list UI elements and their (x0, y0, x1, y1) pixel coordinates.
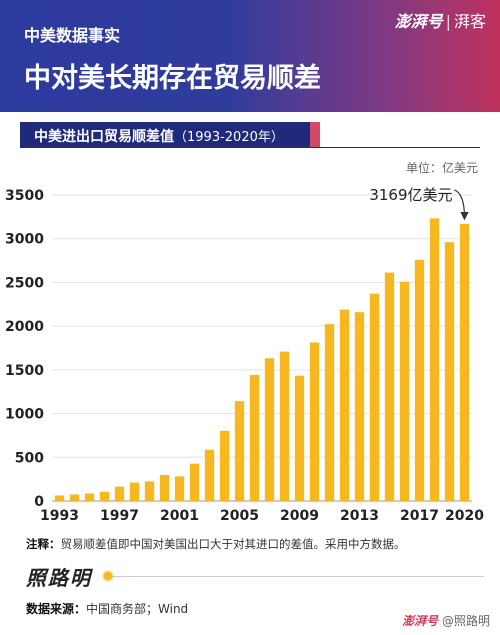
signature-row: 照路明 (26, 562, 486, 590)
brand-logo: 澎湃号 | 湃客 (395, 8, 486, 32)
bar-1996 (99, 491, 110, 501)
bar-2012 (339, 309, 350, 501)
bar-2002 (189, 463, 200, 501)
annotation: 3169亿美元 (369, 186, 469, 221)
brand-separator: | (445, 12, 451, 31)
header-banner: 中美数据事实 中对美长期存在贸易顺差 澎湃号 | 湃客 (0, 0, 500, 112)
y-tick-label: 2000 (5, 319, 44, 335)
bar-2004 (219, 430, 230, 501)
source-label: 数据来源： (26, 602, 87, 616)
bar-2017 (414, 259, 425, 501)
bar-2005 (234, 401, 245, 501)
bar-2014 (369, 293, 380, 501)
watermark: 澎湃号 @照路明 (402, 612, 490, 629)
chart-subtitle-bar: 中美进出口贸易顺差值（1993-2020年） (20, 122, 320, 148)
annotation-label: 3169亿美元 (369, 186, 452, 204)
x-tick-label: 2013 (340, 508, 379, 524)
bars (54, 218, 470, 502)
y-tick-label: 1000 (5, 407, 44, 423)
bar-2010 (309, 342, 320, 501)
kicker: 中美数据事实 (24, 26, 121, 45)
x-tick-label: 2020 (445, 508, 484, 524)
bar-2009 (294, 375, 305, 501)
annotation-arrow (454, 189, 469, 221)
chart-subtitle: 中美进出口贸易顺差值（1993-2020年） (34, 126, 284, 146)
bar-2008 (279, 351, 290, 501)
x-tick-label: 2005 (220, 508, 259, 524)
y-tick-label: 500 (15, 450, 44, 466)
bar-1998 (129, 482, 140, 501)
data-source: 数据来源：中国商务部；Wind (26, 600, 188, 617)
chart-subtitle-main: 中美进出口贸易顺差值 (34, 129, 174, 145)
x-tick-label: 2009 (280, 508, 319, 524)
y-tick-label: 3500 (5, 188, 44, 204)
y-tick-label: 2500 (5, 275, 44, 291)
subtitle-underline (20, 147, 480, 148)
bar-2006 (249, 374, 260, 501)
bar-2020 (459, 223, 470, 502)
bar-2018 (429, 218, 440, 501)
bar-2015 (384, 272, 395, 501)
x-tick-label: 2017 (400, 508, 439, 524)
footnote-text: 贸易顺差值即中国对美国出口大于对其进口的差值。采用中方数据。 (60, 537, 406, 551)
y-tick-label: 1500 (5, 363, 44, 379)
x-tick-label: 1993 (40, 508, 79, 524)
watermark-brand: 澎湃号 (402, 614, 439, 628)
signature-line (104, 576, 484, 577)
chart-subtitle-range: （1993-2020年） (174, 130, 284, 145)
y-axis: 0 500 1000 1500 2000 2500 3000 3500 (5, 188, 44, 510)
x-tick-label: 1997 (100, 508, 139, 524)
y-tick-label: 0 (34, 494, 44, 510)
brand-sub: 湃客 (453, 12, 486, 31)
bar-1997 (114, 486, 125, 501)
signature: 照路明 (26, 566, 92, 590)
bar-2019 (444, 242, 455, 501)
bar-2001 (174, 476, 185, 501)
headline: 中对美长期存在贸易顺差 (24, 63, 321, 94)
bar-2007 (264, 358, 275, 501)
bar-2000 (159, 474, 170, 501)
footnote: 注释：贸易顺差值即中国对美国出口大于对其进口的差值。采用中方数据。 (26, 536, 486, 552)
footnote-label: 注释： (26, 537, 61, 551)
bar-1995 (84, 493, 95, 501)
watermark-author: @照路明 (441, 614, 490, 628)
unit-label: 单位：亿美元 (405, 161, 478, 175)
x-tick-label: 2001 (160, 508, 199, 524)
bar-1999 (144, 481, 155, 501)
bar-2011 (324, 324, 335, 501)
brand-name: 澎湃号 (394, 12, 443, 31)
source-text: 中国商务部；Wind (86, 602, 189, 616)
bar-2013 (354, 312, 365, 501)
signature-dot (102, 570, 114, 582)
bar-chart: 0 500 1000 1500 2000 2500 3000 3500 1993 1997 200… (5, 186, 484, 524)
x-axis: 1993 1997 2001 2005 2009 2013 2017 2020 (40, 508, 484, 524)
y-tick-label: 3000 (5, 232, 44, 248)
bar-1994 (69, 494, 80, 501)
bar-2003 (204, 449, 215, 501)
bar-2016 (399, 281, 410, 501)
bar-1993 (54, 495, 65, 501)
